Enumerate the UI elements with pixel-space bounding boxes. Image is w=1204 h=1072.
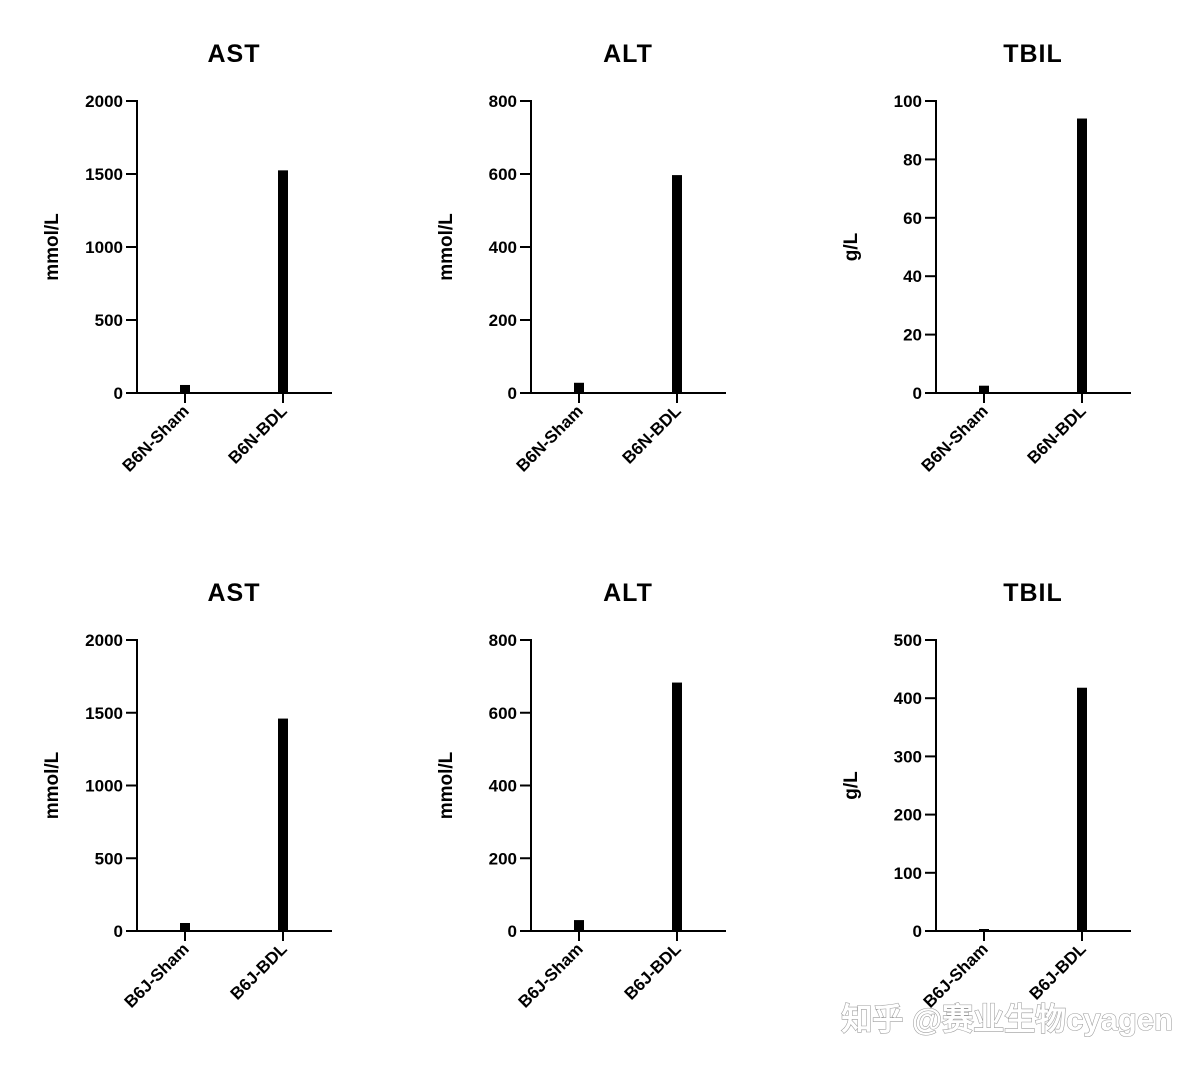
y-tick-label: 200 bbox=[489, 849, 517, 868]
y-tick-label: 40 bbox=[903, 267, 922, 286]
y-axis-label: g/L bbox=[841, 232, 862, 261]
y-tick-label: 0 bbox=[913, 922, 922, 941]
bar-b6n-sham bbox=[979, 385, 989, 393]
x-category-label: B6N-BDL bbox=[225, 401, 291, 467]
x-category-label: B6J-Sham bbox=[515, 939, 587, 1011]
y-tick-label: 100 bbox=[894, 864, 922, 883]
bar-b6j-sham bbox=[180, 922, 190, 931]
y-axis-label: mmol/L bbox=[436, 751, 457, 819]
x-category-label: B6N-BDL bbox=[619, 401, 685, 467]
y-tick-label: 200 bbox=[489, 311, 517, 330]
y-tick-label: 300 bbox=[894, 747, 922, 766]
bar-b6n-bdl bbox=[278, 170, 288, 393]
y-tick-label: 80 bbox=[903, 150, 922, 169]
bar-b6j-bdl bbox=[672, 682, 682, 931]
x-category-label: B6J-BDL bbox=[621, 939, 685, 1003]
y-tick-label: 500 bbox=[95, 311, 123, 330]
y-tick-label: 1500 bbox=[85, 165, 123, 184]
x-category-label: B6N-Sham bbox=[513, 401, 587, 475]
chart-title: ALT bbox=[603, 579, 653, 607]
chart-panel-5: ALT 0 200 400 600 800 mmol/L B6J-Sham B6J-BDL bbox=[436, 579, 726, 1012]
bar-b6n-sham bbox=[574, 382, 584, 393]
bar-b6j-sham bbox=[574, 920, 584, 931]
y-tick-label: 800 bbox=[489, 631, 517, 650]
y-tick-label: 200 bbox=[894, 806, 922, 825]
y-tick-label: 0 bbox=[913, 384, 922, 403]
y-tick-label: 600 bbox=[489, 165, 517, 184]
y-tick-label: 400 bbox=[489, 777, 517, 796]
y-tick-label: 600 bbox=[489, 704, 517, 723]
x-category-label: B6N-Sham bbox=[119, 401, 193, 475]
y-tick-label: 1000 bbox=[85, 777, 123, 796]
y-tick-label: 0 bbox=[508, 384, 517, 403]
y-tick-label: 100 bbox=[894, 92, 922, 111]
y-tick-label: 500 bbox=[95, 849, 123, 868]
chart-panel-1: AST 0 500 1000 1500 2000 mmol/L B6N-Sham B6N-BDL bbox=[42, 40, 332, 476]
y-tick-label: 400 bbox=[894, 689, 922, 708]
x-category-label: B6N-Sham bbox=[918, 401, 992, 475]
y-tick-label: 0 bbox=[114, 922, 123, 941]
y-tick-label: 1500 bbox=[85, 704, 123, 723]
chart-title: AST bbox=[208, 579, 261, 607]
x-category-label: B6J-Sham bbox=[920, 939, 992, 1011]
y-tick-label: 0 bbox=[508, 922, 517, 941]
y-axis-label: mmol/L bbox=[42, 751, 63, 819]
x-category-label: B6J-BDL bbox=[227, 939, 291, 1003]
y-tick-label: 500 bbox=[894, 631, 922, 650]
y-tick-label: 2000 bbox=[85, 631, 123, 650]
chart-title: TBIL bbox=[1003, 40, 1063, 68]
bar-b6n-sham bbox=[180, 384, 190, 393]
watermark: 知乎 @赛业生物cyagen bbox=[841, 1002, 1173, 1037]
chart-title: ALT bbox=[603, 40, 653, 68]
y-tick-label: 800 bbox=[489, 92, 517, 111]
y-tick-label: 1000 bbox=[85, 238, 123, 257]
chart-panel-6: TBIL 0 100 200 300 400 500 g/L B6J-Sham B6J-BDL bbox=[841, 579, 1131, 1012]
chart-title: TBIL bbox=[1003, 579, 1063, 607]
y-tick-label: 20 bbox=[903, 326, 922, 345]
bar-b6j-sham bbox=[979, 929, 989, 931]
chart-panel-2: ALT 0 200 400 600 800 mmol/L B6N-Sham B6N-BDL bbox=[436, 40, 726, 476]
y-axis-label: mmol/L bbox=[42, 213, 63, 281]
chart-panel-4: AST 0 500 1000 1500 2000 mmol/L B6J-Sham B6J-BDL bbox=[42, 579, 332, 1012]
x-category-label: B6N-BDL bbox=[1024, 401, 1090, 467]
chart-title: AST bbox=[208, 40, 261, 68]
y-axis-label: g/L bbox=[841, 771, 862, 800]
y-tick-label: 60 bbox=[903, 209, 922, 228]
bar-b6j-bdl bbox=[278, 718, 288, 931]
y-tick-label: 0 bbox=[114, 384, 123, 403]
y-tick-label: 2000 bbox=[85, 92, 123, 111]
bar-b6n-bdl bbox=[1077, 118, 1087, 394]
y-axis-label: mmol/L bbox=[436, 213, 457, 281]
y-tick-label: 400 bbox=[489, 238, 517, 257]
x-category-label: B6J-BDL bbox=[1026, 939, 1090, 1003]
bar-b6n-bdl bbox=[672, 175, 682, 393]
x-category-label: B6J-Sham bbox=[121, 939, 193, 1011]
bar-b6j-bdl bbox=[1077, 687, 1087, 931]
chart-panel-3: TBIL 0 20 40 60 80 100 g/L B6N-Sham B6N-BDL bbox=[841, 40, 1131, 476]
